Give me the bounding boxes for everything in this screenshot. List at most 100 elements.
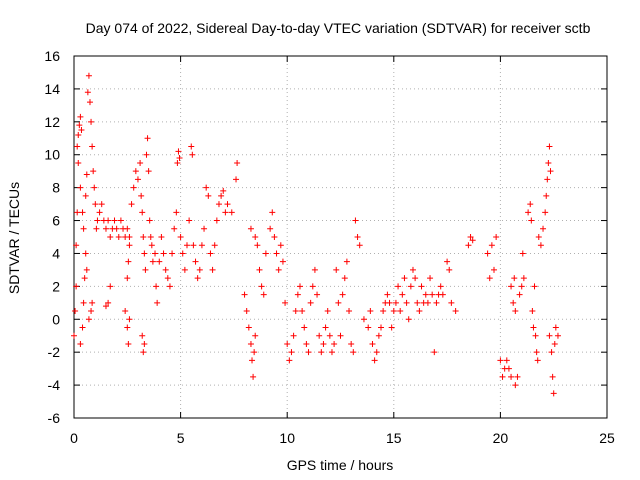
data-point — [520, 275, 527, 282]
data-point — [537, 242, 544, 249]
data-point — [512, 308, 519, 315]
data-point — [491, 266, 498, 273]
data-point — [218, 192, 225, 199]
y-tick-label: -6 — [48, 410, 61, 426]
data-point — [290, 332, 297, 339]
data-point — [540, 225, 547, 232]
data-point — [93, 225, 100, 232]
data-point — [177, 234, 184, 240]
data-point — [288, 349, 295, 356]
data-point — [427, 275, 434, 282]
data-point — [429, 291, 436, 298]
data-point — [215, 201, 222, 208]
data-point — [251, 349, 258, 356]
data-point — [530, 324, 537, 331]
data-point — [505, 365, 512, 372]
data-point — [388, 324, 395, 331]
data-point — [307, 299, 314, 306]
data-point — [169, 250, 176, 257]
y-tick-label: 6 — [52, 213, 60, 229]
data-point — [207, 250, 214, 257]
data-point — [140, 349, 147, 356]
data-point — [201, 225, 208, 232]
data-point — [124, 275, 131, 282]
data-point — [551, 340, 558, 347]
data-point — [166, 283, 173, 290]
data-point — [367, 308, 374, 315]
data-point — [85, 316, 92, 323]
data-point — [296, 283, 303, 290]
data-point — [252, 332, 259, 339]
data-point — [102, 225, 109, 232]
data-point — [305, 349, 312, 356]
data-point — [384, 291, 391, 298]
data-point — [414, 299, 421, 306]
data-point — [105, 217, 112, 224]
data-point — [262, 250, 269, 257]
data-point — [115, 234, 122, 240]
data-point — [73, 283, 80, 290]
data-point — [84, 89, 91, 96]
data-point — [309, 283, 316, 290]
data-point — [409, 266, 416, 273]
data-point — [547, 168, 554, 175]
chart-title: Day 074 of 2022, Sidereal Day-to-day VTE… — [86, 20, 591, 36]
data-point — [141, 340, 148, 347]
data-point — [527, 201, 534, 208]
data-point — [397, 308, 404, 315]
data-point — [531, 283, 538, 290]
data-point — [174, 159, 181, 166]
y-tick-label: 0 — [52, 311, 60, 327]
data-point — [519, 250, 526, 257]
data-point — [220, 187, 227, 194]
data-point — [247, 340, 254, 347]
data-point — [318, 349, 325, 356]
data-point — [378, 324, 385, 331]
data-point — [552, 324, 559, 331]
data-point — [390, 308, 397, 315]
y-tick-labels: -6 -4 -2 0 2 4 6 8 10 12 14 16 — [44, 48, 60, 426]
data-point — [337, 332, 344, 339]
data-point — [405, 316, 412, 323]
data-point — [171, 225, 178, 232]
data-point — [234, 159, 241, 166]
y-tick-label: 12 — [44, 114, 60, 130]
data-point — [446, 266, 453, 273]
data-point — [134, 176, 141, 183]
data-point — [82, 192, 89, 199]
data-point — [416, 308, 423, 315]
data-point — [314, 291, 321, 298]
data-point — [279, 258, 286, 265]
data-point — [90, 168, 97, 175]
data-point — [76, 122, 83, 129]
data-point — [386, 299, 393, 306]
data-point — [322, 324, 329, 331]
data-point — [89, 143, 96, 150]
data-point — [269, 209, 276, 216]
data-point — [175, 148, 182, 155]
data-point — [183, 242, 190, 249]
data-point — [249, 357, 256, 364]
data-point — [164, 275, 171, 282]
data-point — [107, 234, 114, 240]
data-point — [145, 168, 152, 175]
data-point — [78, 127, 85, 134]
data-point — [96, 209, 103, 216]
y-tick-label: -4 — [48, 377, 61, 393]
data-point — [77, 340, 84, 347]
data-point — [352, 217, 359, 224]
data-point — [148, 242, 155, 249]
data-point — [544, 176, 551, 183]
data-point — [412, 275, 419, 282]
data-point — [160, 250, 167, 257]
data-point — [77, 113, 84, 120]
plot-frame — [73, 55, 608, 419]
data-point — [176, 155, 183, 162]
data-point — [75, 131, 82, 138]
data-point — [267, 225, 274, 232]
data-point — [375, 332, 382, 339]
data-point — [407, 283, 414, 290]
data-point — [75, 159, 82, 166]
data-point — [508, 373, 515, 380]
data-point — [324, 308, 331, 315]
